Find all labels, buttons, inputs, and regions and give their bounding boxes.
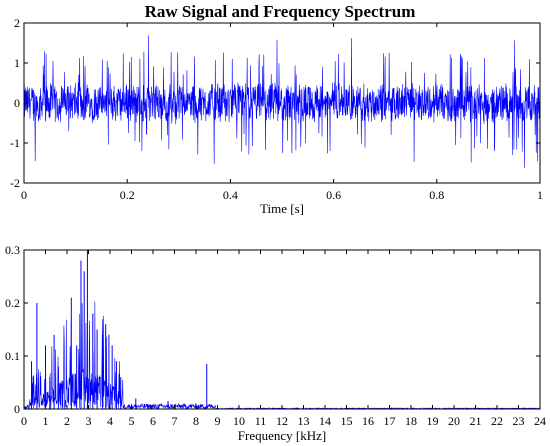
x-tick-label: 0.6 [326, 188, 341, 202]
signal-x-axis-label: Time [s] [260, 201, 304, 216]
x-tick-label: 23 [513, 414, 525, 428]
signal-chart: Raw Signal and Frequency Spectrum 0 0.2 0.… [10, 2, 543, 216]
x-tick-label: 10 [233, 414, 245, 428]
spectrum-axis-ticks: 0 1 2 3 4 5 6 7 8 9 10 11 12 13 14 15 16 17 18 19 20 21 22 23 24… [5, 243, 546, 428]
x-tick-label: 21 [470, 414, 482, 428]
x-tick-label: 0 [21, 188, 27, 202]
y-tick-label: -2 [10, 176, 20, 190]
spectrum-x-axis-label: Frequency [kHz] [238, 428, 326, 443]
signal-line [23, 35, 541, 168]
x-tick-label: 15 [341, 414, 353, 428]
y-tick-label: 0 [14, 96, 20, 110]
x-tick-label: 0.2 [120, 188, 135, 202]
x-tick-label: 14 [319, 414, 331, 428]
x-tick-label: 0 [21, 414, 27, 428]
x-tick-label: 3 [86, 414, 92, 428]
x-tick-label: 16 [362, 414, 374, 428]
y-tick-label: 0.1 [5, 349, 20, 363]
x-tick-label: 5 [129, 414, 135, 428]
x-tick-label: 12 [276, 414, 288, 428]
x-tick-label: 4 [107, 414, 113, 428]
y-tick-label: 2 [14, 16, 20, 30]
x-tick-label: 13 [298, 414, 310, 428]
y-tick-label: 1 [14, 56, 20, 70]
x-tick-label: 11 [255, 414, 267, 428]
x-tick-label: 8 [193, 414, 199, 428]
y-tick-label: 0.3 [5, 243, 20, 257]
signal-axis-ticks: 0 0.2 0.4 0.6 0.8 1 -2 -1 0 1 2 [10, 16, 543, 202]
chart-title: Raw Signal and Frequency Spectrum [145, 2, 416, 21]
spectrum-chart: 0 1 2 3 4 5 6 7 8 9 10 11 12 13 14 15 16 17 18 19 20 21 22 23 24… [5, 243, 546, 443]
y-tick-label: 0 [14, 402, 20, 416]
x-tick-label: 22 [491, 414, 503, 428]
signal-trace [23, 35, 541, 168]
x-tick-label: 17 [384, 414, 396, 428]
x-tick-label: 20 [448, 414, 460, 428]
x-tick-label: 1 [537, 188, 543, 202]
x-tick-label: 6 [150, 414, 156, 428]
y-tick-label: 0.2 [5, 296, 20, 310]
x-tick-label: 2 [64, 414, 70, 428]
x-tick-label: 0.4 [223, 188, 238, 202]
x-tick-label: 7 [172, 414, 178, 428]
x-tick-label: 0.8 [429, 188, 444, 202]
x-tick-label: 19 [427, 414, 439, 428]
y-tick-label: -1 [10, 136, 20, 150]
x-tick-label: 1 [43, 414, 49, 428]
x-tick-label: 18 [405, 414, 417, 428]
x-tick-label: 24 [534, 414, 546, 428]
x-tick-label: 9 [215, 414, 221, 428]
